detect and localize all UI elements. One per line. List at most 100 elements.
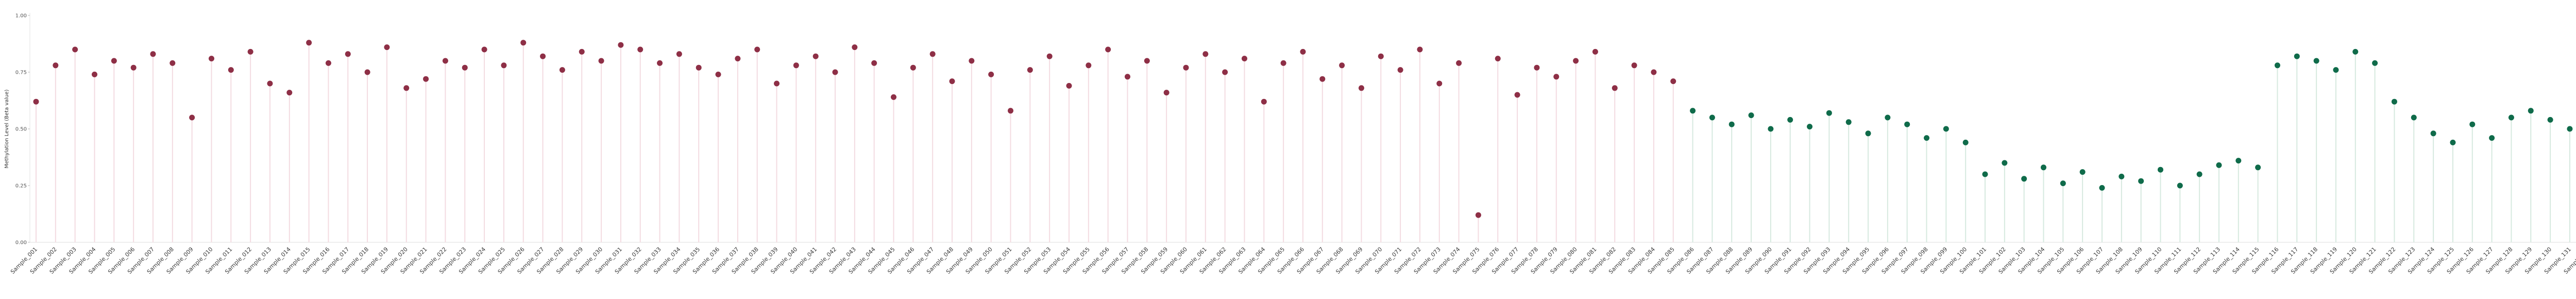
data-point xyxy=(1982,171,1988,177)
data-point xyxy=(1709,114,1715,121)
data-point xyxy=(2235,158,2242,164)
data-point xyxy=(1358,85,1364,91)
data-point xyxy=(130,64,137,71)
data-point xyxy=(2430,130,2436,137)
data-point xyxy=(2528,108,2534,114)
data-point xyxy=(949,78,955,85)
data-point xyxy=(2391,98,2397,105)
data-point xyxy=(1865,130,1871,137)
data-point xyxy=(1592,48,1598,55)
data-point xyxy=(579,48,585,55)
data-point xyxy=(2450,139,2456,145)
data-point xyxy=(384,44,390,51)
data-point xyxy=(1845,119,1852,125)
data-point xyxy=(1086,62,1092,69)
data-point xyxy=(1631,62,1637,69)
data-point xyxy=(1046,53,1053,59)
data-point xyxy=(423,76,429,82)
data-point xyxy=(481,46,487,53)
data-point xyxy=(150,51,156,57)
data-point xyxy=(1417,46,1423,53)
data-point xyxy=(1475,212,1481,218)
data-point xyxy=(306,40,312,46)
data-point xyxy=(1144,58,1150,64)
y-tick-label: 0.00 xyxy=(15,240,27,246)
data-point xyxy=(852,44,858,51)
data-point xyxy=(208,56,214,62)
data-point xyxy=(189,114,195,121)
data-point xyxy=(1768,126,1774,132)
data-point xyxy=(403,85,410,91)
data-point xyxy=(345,51,351,57)
data-point xyxy=(871,60,877,66)
data-point xyxy=(501,62,507,69)
data-point xyxy=(2411,114,2417,121)
data-point xyxy=(2099,185,2105,191)
data-point xyxy=(2021,176,2027,182)
data-point xyxy=(793,62,799,69)
data-point xyxy=(2508,114,2514,121)
data-point xyxy=(618,42,624,48)
data-point xyxy=(832,69,838,75)
data-point xyxy=(929,51,936,57)
data-point xyxy=(91,71,97,77)
data-point xyxy=(1728,121,1735,127)
data-point xyxy=(520,40,527,46)
data-point xyxy=(1300,48,1306,55)
data-point xyxy=(111,58,117,64)
data-point xyxy=(286,90,293,96)
data-point xyxy=(637,46,643,53)
data-point xyxy=(170,60,176,66)
data-point xyxy=(1202,51,1209,57)
data-point xyxy=(2313,58,2319,64)
data-point xyxy=(247,48,253,55)
data-point xyxy=(2567,126,2573,132)
data-point xyxy=(1748,112,1754,119)
data-point xyxy=(2372,60,2378,66)
data-point xyxy=(1553,74,1560,80)
data-point xyxy=(1339,62,1345,69)
data-point xyxy=(540,53,546,59)
data-point xyxy=(2177,182,2183,189)
data-point xyxy=(2041,164,2047,171)
plot-area: 0.000.250.500.751.00Sample_001Sample_002… xyxy=(9,13,2576,275)
data-point xyxy=(1105,46,1111,53)
y-axis-label: Methylation Level (Beta value) xyxy=(4,89,10,168)
data-point xyxy=(2002,160,2008,166)
data-point xyxy=(2333,67,2339,73)
data-point xyxy=(1495,56,1501,62)
data-point xyxy=(715,71,721,77)
data-point xyxy=(1943,126,1949,132)
data-point xyxy=(1378,53,1384,59)
data-point xyxy=(53,62,59,69)
data-point xyxy=(2547,117,2553,123)
data-point xyxy=(1319,76,1326,82)
data-point xyxy=(1124,74,1130,80)
data-point xyxy=(988,71,994,77)
data-point xyxy=(891,94,897,100)
data-point xyxy=(812,53,819,59)
data-point xyxy=(1787,117,1793,123)
data-point xyxy=(1397,67,1403,73)
data-point xyxy=(969,58,975,64)
data-point xyxy=(1066,82,1072,89)
y-tick-label: 0.75 xyxy=(15,70,27,76)
data-point xyxy=(1183,64,1189,71)
data-point xyxy=(1163,90,1170,96)
data-point xyxy=(1261,98,1267,105)
y-tick-label: 1.00 xyxy=(15,13,27,19)
data-point xyxy=(774,80,780,87)
data-point xyxy=(1573,58,1579,64)
data-point xyxy=(910,64,916,71)
data-point xyxy=(2079,169,2086,175)
data-point xyxy=(1885,114,1891,121)
data-point xyxy=(1826,110,1832,116)
y-tick-label: 0.50 xyxy=(15,127,27,132)
data-point xyxy=(2274,62,2280,69)
data-point xyxy=(1612,85,1618,91)
data-point xyxy=(559,67,565,73)
data-point xyxy=(33,98,39,105)
data-point xyxy=(267,80,273,87)
data-point xyxy=(754,46,760,53)
